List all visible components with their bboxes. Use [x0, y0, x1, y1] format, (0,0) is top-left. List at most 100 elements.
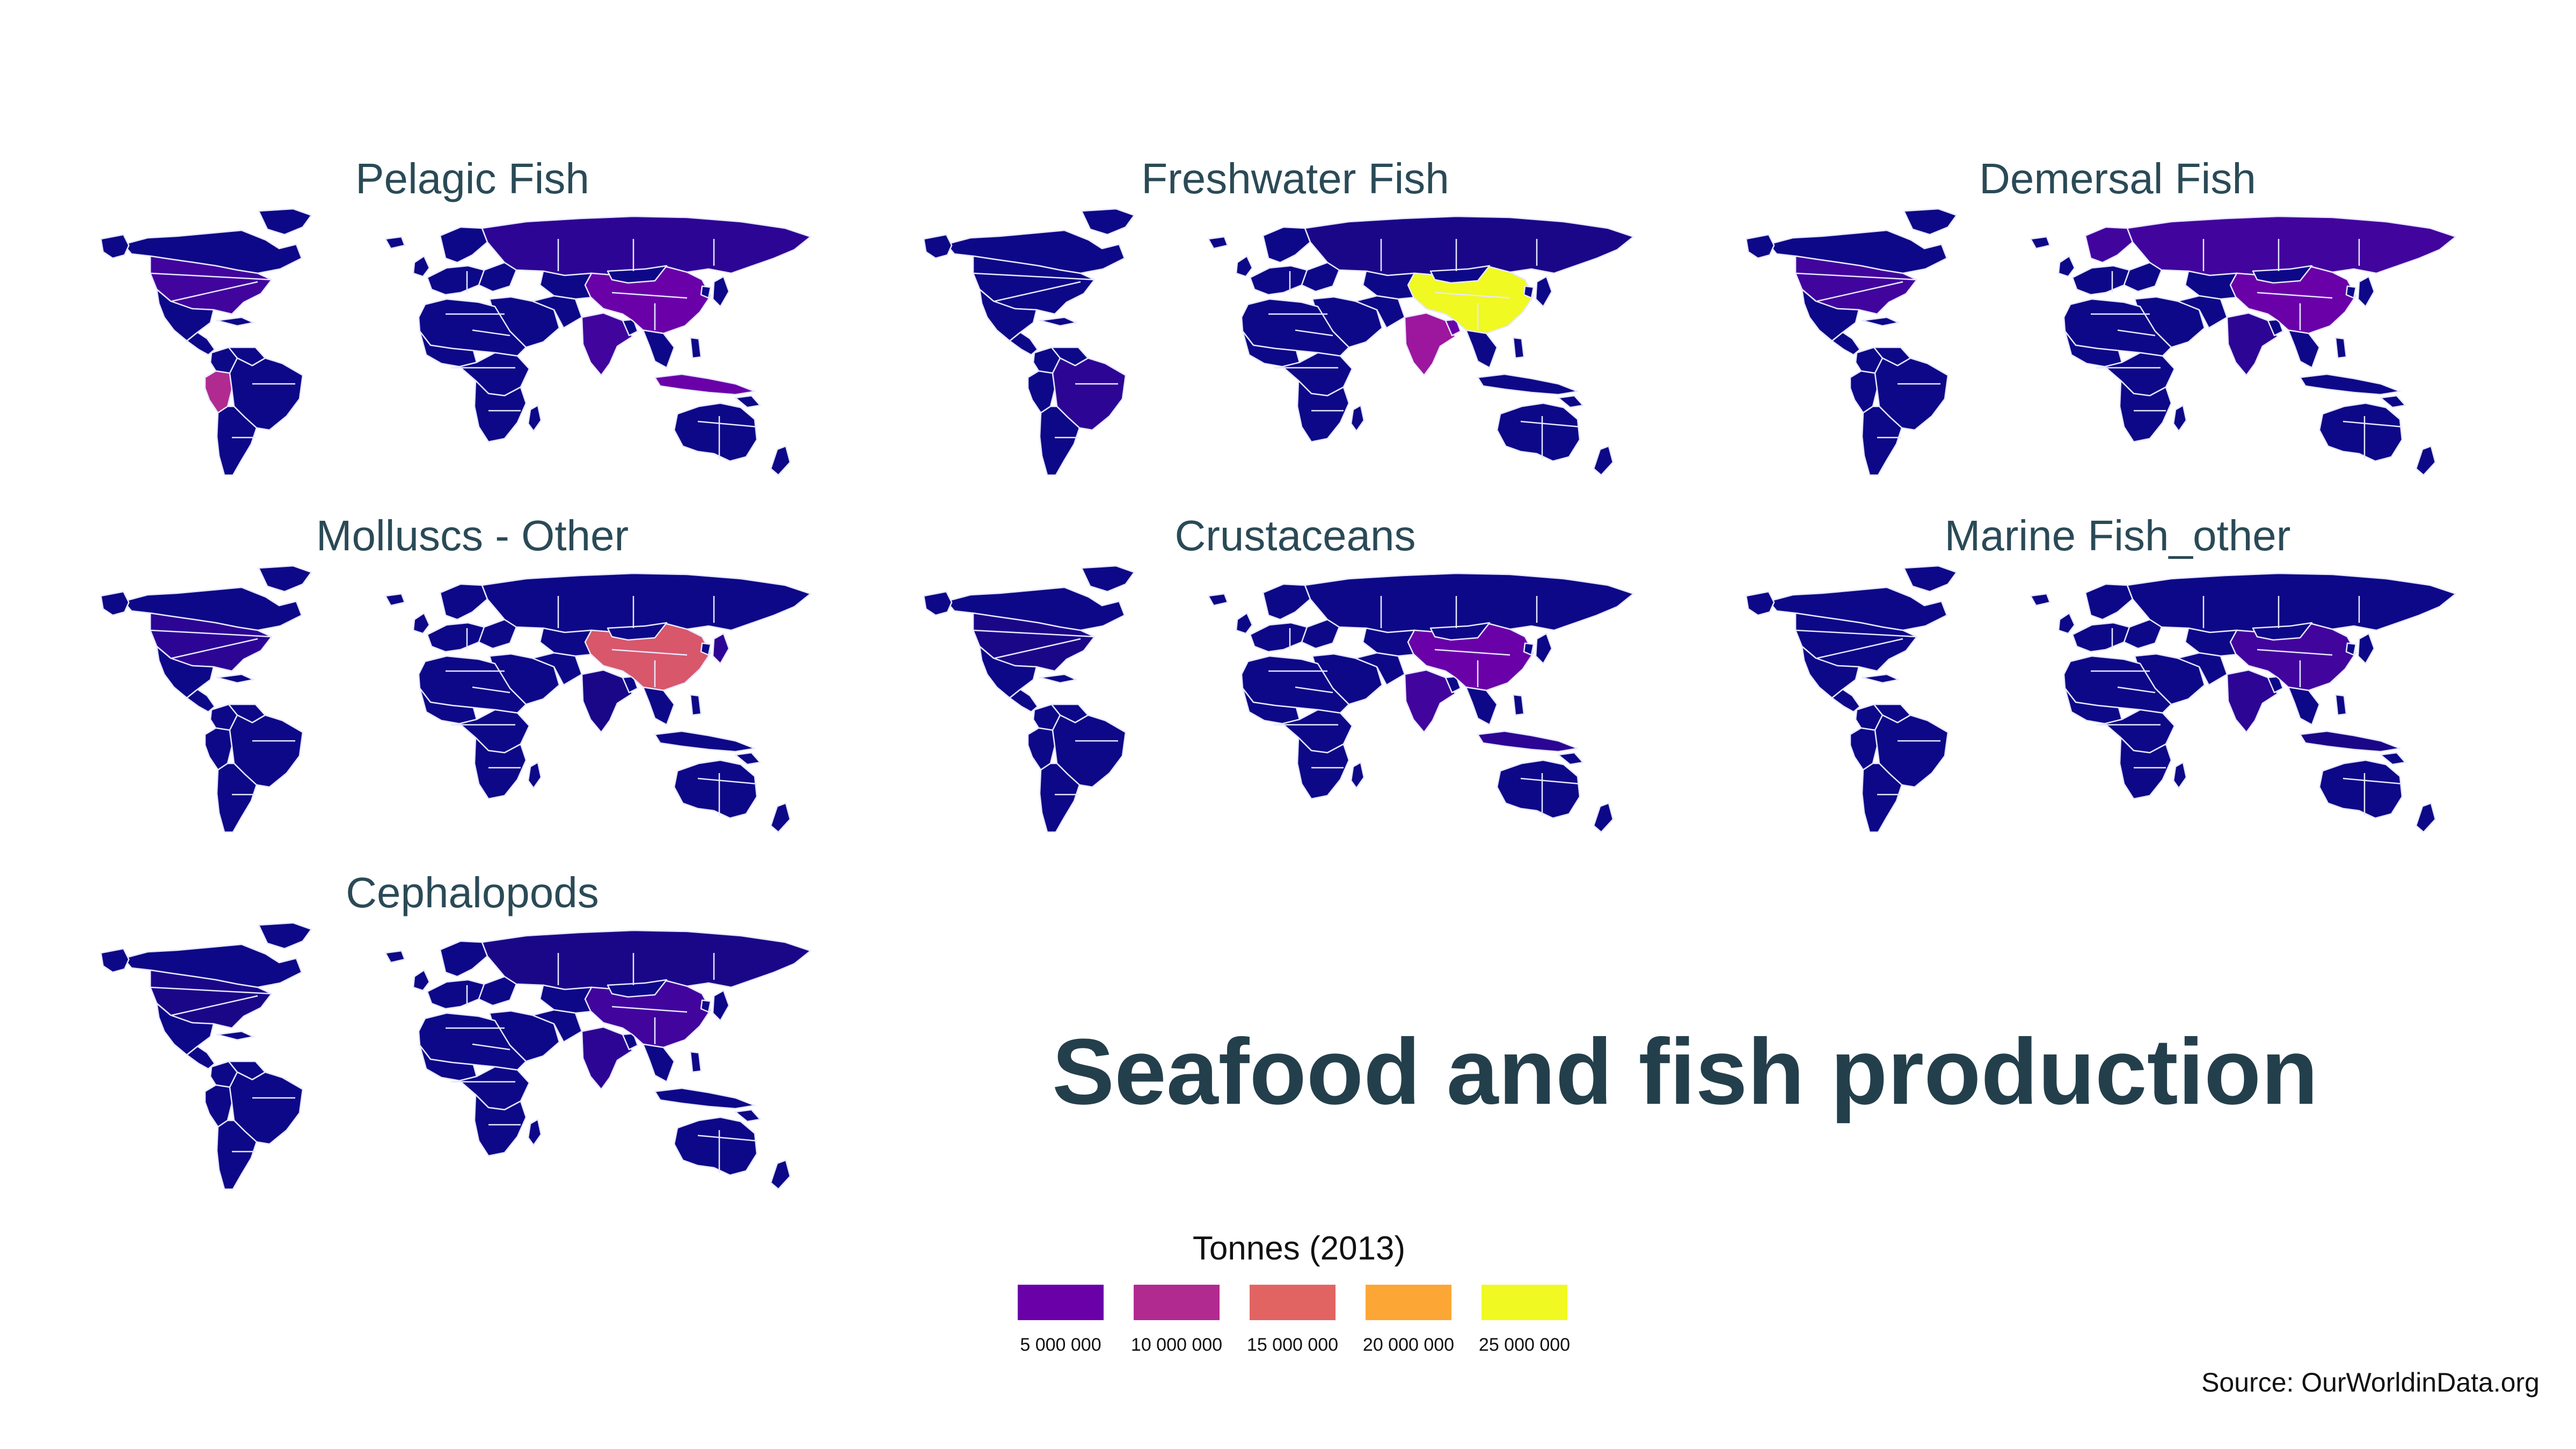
region-australia	[2318, 759, 2403, 819]
region-korea	[700, 999, 712, 1013]
region-madagascar	[1350, 404, 1365, 432]
region-india	[2226, 312, 2279, 376]
region-west-europe	[426, 979, 485, 1010]
region-korea	[2345, 642, 2357, 656]
region-alaska	[1745, 591, 1775, 616]
region-korea	[700, 285, 712, 299]
region-indonesia	[2299, 730, 2401, 753]
region-india	[581, 312, 633, 376]
legend-swatch	[1134, 1285, 1220, 1320]
region-mongolia	[2252, 265, 2313, 284]
region-korea	[2345, 285, 2357, 299]
region-australia	[673, 1116, 758, 1176]
region-caribbean	[1861, 673, 1900, 684]
country-border	[150, 272, 272, 281]
region-argentina	[216, 1119, 258, 1190]
panel-title: Molluscs - Other	[316, 512, 629, 559]
country-border	[2343, 420, 2403, 428]
region-philippines	[1512, 694, 1525, 716]
country-border	[1295, 329, 1333, 337]
legend-label: 15 000 000	[1246, 1335, 1339, 1355]
country-border	[2117, 329, 2156, 337]
region-caribbean	[216, 673, 254, 684]
region-png	[734, 1109, 761, 1123]
region-japan	[712, 989, 730, 1022]
region-central-am	[1831, 688, 1861, 713]
region-norway	[439, 583, 488, 621]
region-philippines	[689, 1051, 702, 1073]
region-iceland	[1207, 593, 1229, 607]
region-argentina	[216, 405, 258, 476]
map-panel-molluscs-other: Molluscs - Other	[97, 510, 848, 854]
region-uk	[2057, 612, 2076, 635]
map-panel-cephalopods: Cephalopods	[97, 867, 848, 1211]
region-madagascar	[2172, 761, 2187, 789]
country-border	[472, 686, 510, 694]
region-alaska	[923, 234, 953, 259]
region-korea	[700, 642, 712, 656]
region-west-europe	[2071, 265, 2130, 296]
region-philippines	[2334, 337, 2347, 359]
region-australia	[673, 402, 758, 462]
region-brazil	[1052, 714, 1127, 788]
region-indonesia	[2299, 373, 2401, 396]
region-caribbean	[216, 1030, 254, 1041]
region-png	[734, 752, 761, 766]
region-india	[581, 1026, 633, 1090]
region-brazil	[1874, 357, 1949, 431]
region-iceland	[2030, 593, 2051, 607]
region-korea	[1523, 285, 1535, 299]
region-iceland	[384, 950, 406, 964]
region-india	[1404, 669, 1456, 733]
map-panel-marine-fish-other: Marine Fish_other	[1742, 510, 2493, 854]
region-central-am	[186, 1045, 216, 1070]
region-uk	[412, 612, 430, 635]
region-greenland	[1081, 565, 1135, 593]
country-border	[472, 329, 510, 337]
region-bangladesh	[1444, 318, 1462, 337]
region-greenland	[1081, 208, 1135, 236]
world-map	[1745, 208, 2457, 476]
region-mongolia	[607, 265, 668, 284]
region-png	[734, 395, 761, 409]
panel-title: Cephalopods	[346, 869, 599, 916]
legend-title: Tonnes (2013)	[1192, 1230, 1406, 1267]
region-caribbean	[1039, 316, 1077, 327]
region-russia	[481, 572, 812, 634]
country-border	[2257, 292, 2333, 299]
country-border	[2257, 649, 2333, 656]
panel-title: Demersal Fish	[1979, 155, 2256, 202]
country-border	[994, 281, 1081, 302]
country-border	[2343, 777, 2403, 785]
region-argentina	[1039, 405, 1081, 476]
legend-swatch	[1250, 1285, 1336, 1320]
region-alaska	[923, 591, 953, 616]
region-philippines	[2334, 694, 2347, 716]
region-mongolia	[607, 622, 668, 641]
region-se-asia	[2287, 329, 2320, 369]
region-bangladesh	[2267, 675, 2284, 694]
country-border	[994, 638, 1081, 659]
country-border	[171, 995, 258, 1016]
country-border	[1795, 629, 1917, 638]
country-border	[1434, 292, 1510, 299]
region-se-asia	[1465, 686, 1498, 726]
main-title: Seafood and fish production	[1052, 1019, 2318, 1124]
legend-swatch	[1482, 1285, 1567, 1320]
map-panel-pelagic-fish: Pelagic Fish	[97, 153, 848, 497]
region-bangladesh	[622, 1032, 639, 1051]
region-iceland	[2030, 236, 2051, 250]
region-russia	[481, 215, 812, 276]
country-border	[150, 986, 272, 995]
region-india	[2226, 669, 2279, 733]
region-west-europe	[2071, 622, 2130, 653]
region-iceland	[384, 236, 406, 250]
legend-label: 20 000 000	[1362, 1335, 1455, 1355]
region-japan	[2357, 275, 2375, 308]
region-norway	[2084, 226, 2134, 264]
legend-label: 5 000 000	[1020, 1335, 1101, 1355]
region-norway	[1262, 226, 1311, 264]
region-indonesia	[1477, 373, 1579, 396]
region-se-asia	[642, 1043, 675, 1083]
country-border	[150, 629, 272, 638]
